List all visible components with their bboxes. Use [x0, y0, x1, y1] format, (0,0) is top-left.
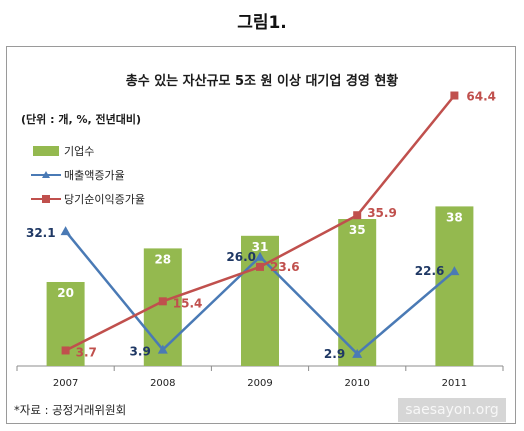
legend: 기업수 매출액증가율 당기순이익증가율 [31, 145, 145, 206]
bar-data-label: 28 [154, 252, 171, 266]
legend-label-revenue: 매출액증가율 [64, 169, 125, 182]
bar-companies [435, 206, 474, 366]
figure-heading: 그림1. [237, 13, 287, 33]
revenue-point [352, 348, 363, 358]
profit-data-label: 3.7 [76, 345, 97, 359]
bar-data-label: 38 [446, 210, 463, 224]
profit-point [61, 346, 70, 355]
revenue-point [449, 266, 460, 276]
chart-frame: 총수 있는 자산규모 5조 원 이상 대기업 경영 현황 (단위 : 개, %,… [6, 46, 516, 424]
bar-data-label: 31 [252, 240, 269, 254]
x-tick-label: 2007 [53, 378, 78, 389]
bar-data-label: 20 [57, 286, 74, 300]
revenue-data-label: 3.9 [130, 345, 151, 359]
revenue-data-label: 22.6 [415, 264, 445, 278]
x-tick-label: 2008 [150, 378, 175, 389]
profit-data-label: 64.4 [466, 90, 496, 104]
revenue-point [157, 344, 168, 354]
chart-canvas: 총수 있는 자산규모 5조 원 이상 대기업 경영 현황 (단위 : 개, %,… [16, 73, 504, 389]
x-tick-label: 2010 [344, 378, 369, 389]
unit-note: (단위 : 개, %, 전년대비) [21, 112, 141, 126]
legend-label-companies: 기업수 [64, 145, 94, 158]
profit-point [256, 262, 264, 271]
profit-point [158, 297, 167, 306]
bar-data-label: 35 [349, 223, 366, 237]
legend-marker-profit [42, 195, 50, 203]
watermark: saesayon.org [398, 398, 506, 422]
profit-data-label: 15.4 [173, 296, 203, 310]
profit-point [353, 211, 362, 220]
revenue-data-label: 26.0 [226, 250, 256, 264]
x-tick-label: 2009 [247, 378, 272, 389]
legend-marker-revenue [42, 171, 50, 178]
plot-area: 2007 2008 2009 2010 2011 20 28 31 35 38 32.1 3.9 26.… [16, 90, 504, 389]
source-note: *자료 : 공정거래위원회 [14, 403, 127, 417]
profit-point [450, 91, 459, 100]
revenue-data-label: 32.1 [26, 226, 56, 240]
revenue-point [255, 251, 265, 261]
x-tick-label: 2011 [442, 378, 467, 389]
legend-swatch-companies [33, 146, 59, 156]
revenue-point [60, 226, 71, 236]
legend-label-profit: 당기순이익증가율 [64, 193, 145, 206]
profit-data-label: 23.6 [270, 260, 300, 274]
revenue-data-label: 2.9 [324, 347, 345, 361]
chart-title: 총수 있는 자산규모 5조 원 이상 대기업 경영 현황 [126, 73, 399, 89]
profit-data-label: 35.9 [367, 206, 397, 220]
